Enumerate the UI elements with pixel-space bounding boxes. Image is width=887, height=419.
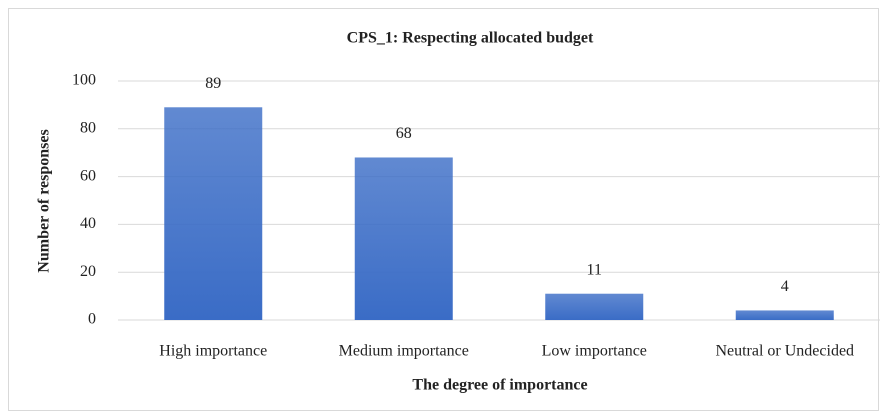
bar	[545, 293, 644, 320]
bar	[735, 310, 834, 320]
y-axis-label: Number of responses	[36, 129, 53, 272]
y-tick-label: 0	[88, 311, 96, 328]
y-tick-label: 80	[80, 119, 96, 136]
y-tick-label: 40	[80, 215, 96, 232]
x-tick-label: Low importance	[542, 343, 647, 360]
x-tick-label: Medium importance	[339, 343, 469, 360]
bar	[164, 107, 263, 320]
data-label: 68	[396, 125, 412, 142]
data-label: 11	[587, 261, 602, 278]
y-tick-label: 20	[80, 263, 96, 280]
x-tick-label: High importance	[159, 343, 267, 360]
data-label: 4	[781, 278, 789, 295]
bar	[354, 157, 453, 320]
y-tick-label: 60	[80, 167, 96, 184]
x-tick-label: Neutral or Undecided	[715, 343, 854, 360]
x-axis-label: The degree of importance	[412, 377, 587, 394]
y-tick-label: 100	[72, 72, 96, 89]
chart-title: CPS_1: Respecting allocated budget	[347, 30, 594, 47]
data-label: 89	[205, 75, 221, 92]
